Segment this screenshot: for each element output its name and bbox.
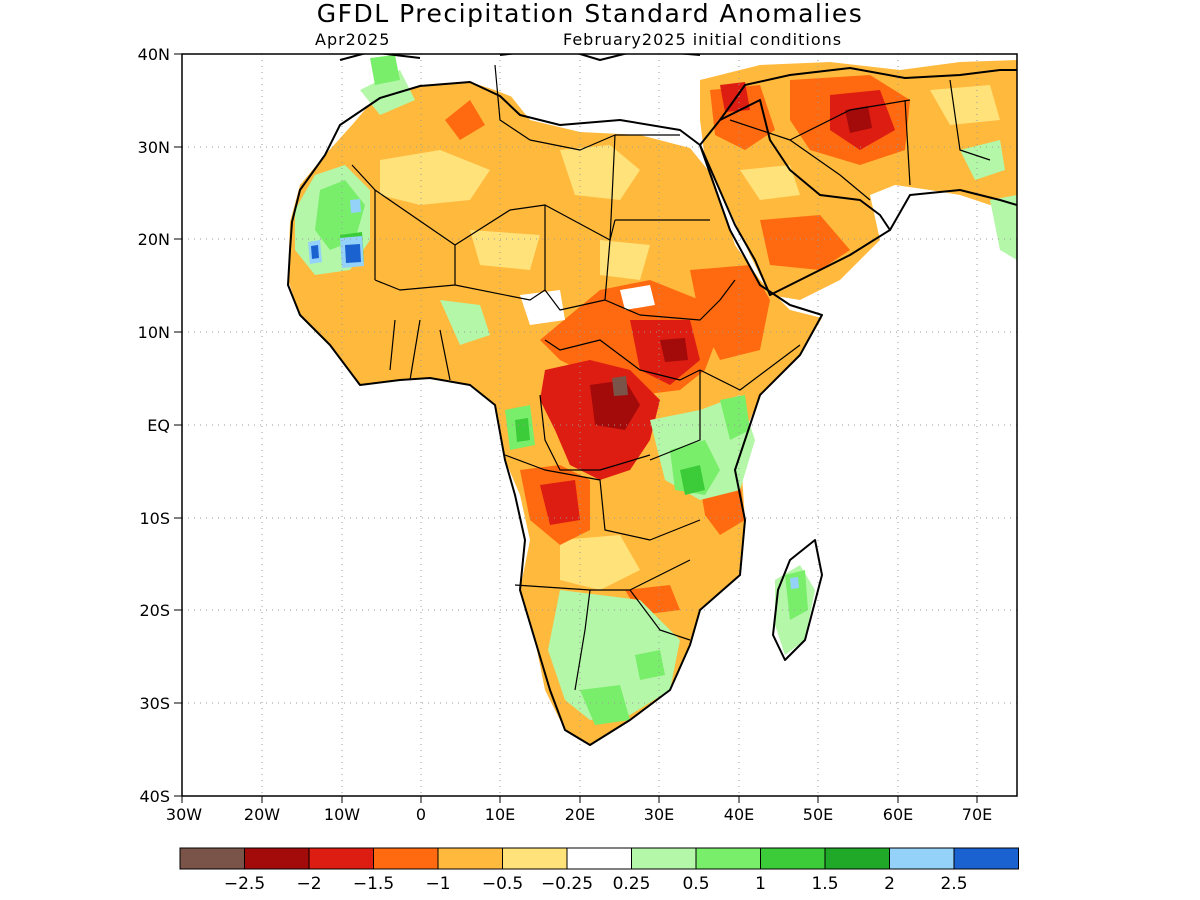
lat-label-40s: 40S [139,787,170,806]
colorbar-label: −2.5 [224,874,265,894]
lat-axis: 40N 30N 20N 10N EQ 10S 20S 30S 40S [138,45,182,806]
colorbar-label: −2 [296,874,321,894]
colorbar-label: 1 [755,874,766,894]
colorbar-swatch [308,847,374,870]
colorbar-swatch [695,847,761,870]
lat-label-30n: 30N [138,138,170,157]
colorbar-swatch [760,847,826,870]
lon-label-20w: 20W [244,805,280,824]
lon-label-10w: 10W [324,805,360,824]
lon-label-30w: 30W [166,805,202,824]
colorbar-swatch [244,847,310,870]
valid-month-label: Apr2025 [315,30,390,49]
colorbar: −2.5 −2 −1.5 −1 −0.5 −0.25 0.25 0.5 1 1.5 2 2.5 [179,847,1019,894]
lat-label-20n: 20N [138,230,170,249]
lon-label-60e: 60E [883,805,913,824]
anomaly-shading [288,55,1017,745]
lon-label-70e: 70E [962,805,992,824]
colorbar-label: 0.25 [613,874,651,894]
lon-label-30e: 30E [644,805,674,824]
colorbar-swatch [502,847,568,870]
init-conditions-label: February2025 initial conditions [563,30,842,49]
colorbar-swatch [179,847,245,870]
lon-label-20e: 20E [565,805,595,824]
graticule [182,54,1017,796]
colorbar-swatch [373,847,439,870]
colorbar-label: 1.5 [811,874,838,894]
map-title: GFDL Precipitation Standard Anomalies [317,0,863,28]
lon-axis: 30W 20W 10W 0 10E 20E 30E 40E 50E 60E 70… [166,796,992,824]
colorbar-swatch [437,847,503,870]
country-borders [351,64,991,691]
lon-label-10e: 10E [485,805,515,824]
colorbar-swatch [631,847,697,870]
colorbar-label: −1 [425,874,450,894]
lon-label-50e: 50E [803,805,833,824]
colorbar-label: 2 [884,874,895,894]
colorbar-label: 2.5 [940,874,967,894]
colorbar-label: 0.5 [682,874,709,894]
colorbar-label: −0.25 [541,874,593,894]
lon-label-0: 0 [416,805,426,824]
lat-label-20s: 20S [139,601,170,620]
colorbar-label: −0.5 [482,874,523,894]
lat-label-eq: EQ [147,416,170,435]
lon-label-40e: 40E [724,805,754,824]
lat-label-40n: 40N [138,45,170,64]
lat-label-10s: 10S [139,509,170,528]
colorbar-swatch [824,847,890,870]
colorbar-swatch [566,847,632,870]
lat-label-10n: 10N [138,323,170,342]
colorbar-label: −1.5 [353,874,394,894]
colorbar-swatch [953,847,1019,870]
coastlines [287,54,1017,746]
lat-label-30s: 30S [139,694,170,713]
colorbar-swatch [889,847,955,870]
